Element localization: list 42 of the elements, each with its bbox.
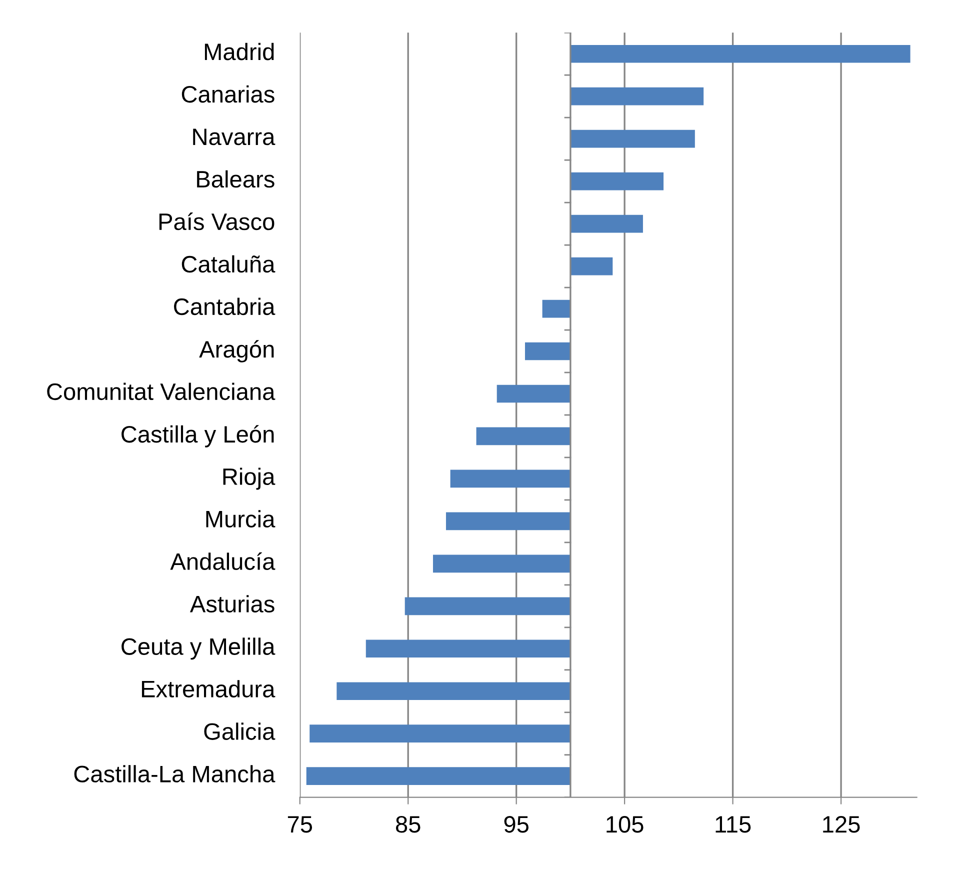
bar	[570, 130, 695, 148]
y-tick-label: Castilla y León	[122, 425, 274, 448]
y-tick-label: País Vasco	[159, 212, 274, 230]
y-tick-label: Extremadura	[142, 680, 276, 698]
bar	[496, 384, 570, 403]
y-tick-label: Castilla-La Mancha	[74, 765, 276, 782]
bar	[306, 767, 570, 786]
y-tick-label: Canarias	[182, 85, 274, 103]
y-tick-label: Aragón	[199, 340, 274, 362]
y-tick-label: Rioja	[223, 468, 276, 490]
bar	[404, 597, 570, 616]
y-tick-label: Madrid	[204, 42, 274, 60]
x-tick-label: 105	[606, 816, 644, 833]
y-tick-label: Cantabria	[174, 298, 276, 316]
y-tick-label: Asturias	[190, 595, 274, 612]
x-tick-label: 95	[504, 816, 528, 833]
y-tick-label: Murcia	[206, 510, 276, 528]
y-tick-label: Galicia	[204, 722, 276, 740]
bar	[450, 470, 570, 488]
y-tick-label: Balears	[197, 170, 274, 188]
x-tick-label: 125	[823, 816, 860, 833]
bar	[570, 87, 704, 106]
bar	[570, 44, 910, 63]
bar	[570, 257, 613, 276]
bar	[446, 512, 570, 530]
bar	[542, 300, 570, 318]
x-tick-label: 115	[716, 816, 751, 833]
x-tick-label: 75	[288, 816, 312, 833]
y-tick-label: Comunitat Valenciana	[47, 382, 276, 400]
bar	[366, 640, 570, 658]
bar	[570, 214, 643, 233]
bar	[336, 682, 570, 700]
bar	[476, 427, 570, 446]
bar	[310, 724, 570, 743]
y-tick-label: Andalucía	[170, 552, 276, 570]
y-tick-label: Navarra	[193, 128, 276, 146]
y-tick-label: Cataluña	[182, 255, 276, 273]
y-tick-label: Ceuta y Melilla	[122, 638, 276, 660]
x-tick-label: 85	[396, 816, 420, 833]
bar	[570, 172, 664, 190]
bar	[432, 554, 570, 573]
bar	[524, 342, 570, 360]
